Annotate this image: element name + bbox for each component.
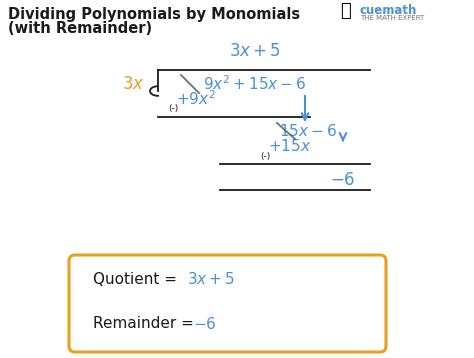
- Text: $15x - 6$: $15x - 6$: [279, 123, 337, 139]
- Text: (-): (-): [260, 151, 270, 160]
- FancyBboxPatch shape: [69, 255, 386, 352]
- Text: THE MATH EXPERT: THE MATH EXPERT: [360, 15, 424, 21]
- Text: $-6$: $-6$: [193, 316, 217, 332]
- Text: (with Remainder): (with Remainder): [8, 21, 152, 36]
- Text: $3x + 5$: $3x + 5$: [187, 271, 235, 287]
- Text: Remainder =: Remainder =: [93, 316, 199, 332]
- Text: (-): (-): [168, 105, 178, 113]
- Text: 🚀: 🚀: [340, 2, 351, 20]
- Text: $9x^2 + 15x - 6$: $9x^2 + 15x - 6$: [203, 75, 307, 93]
- Text: cuemath: cuemath: [360, 4, 418, 17]
- Text: $+ 9x^2$: $+ 9x^2$: [176, 90, 216, 108]
- Text: $3x + 5$: $3x + 5$: [229, 42, 281, 60]
- Text: $-6$: $-6$: [330, 171, 356, 189]
- Text: $+ 15x$: $+ 15x$: [268, 138, 312, 154]
- Text: Dividing Polynomials by Monomials: Dividing Polynomials by Monomials: [8, 7, 300, 22]
- Text: Quotient =: Quotient =: [93, 271, 182, 286]
- Text: $3x$: $3x$: [122, 75, 145, 93]
